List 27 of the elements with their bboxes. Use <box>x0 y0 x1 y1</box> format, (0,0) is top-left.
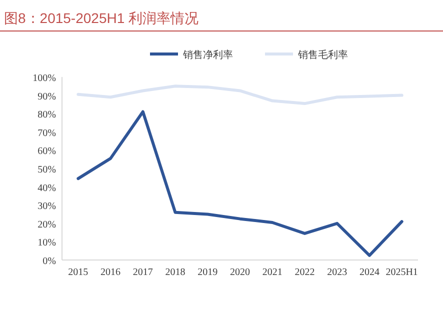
y-tick-label: 70% <box>38 128 56 139</box>
x-tick-label: 2016 <box>100 267 121 278</box>
x-tick-label: 2018 <box>165 267 186 278</box>
y-tick-label: 80% <box>38 110 56 121</box>
x-tick-label: 2023 <box>327 267 348 278</box>
y-tick-label: 50% <box>38 164 56 176</box>
x-tick-label: 2020 <box>230 267 250 278</box>
x-tick-label: 2015 <box>68 267 88 278</box>
chart-title: 图8：2015-2025H1 利润率情况 <box>4 10 199 26</box>
y-tick-label: 90% <box>38 91 56 102</box>
y-tick-label: 20% <box>38 219 56 230</box>
y-tick-label: 40% <box>38 182 56 194</box>
x-tick-label: 2021 <box>262 267 282 278</box>
x-tick-label: 2017 <box>132 267 153 278</box>
y-tick-label: 0% <box>42 256 56 267</box>
y-tick-label: 60% <box>38 146 56 158</box>
line-series <box>76 84 404 106</box>
x-tick-label: 2024 <box>359 267 380 278</box>
y-tick-label: 10% <box>38 238 56 249</box>
x-tick-label: 2019 <box>198 267 218 278</box>
y-tick-label: 100% <box>32 73 56 84</box>
legend-label: 销售毛利率 <box>297 49 348 61</box>
x-tick-label: 2025H1 <box>386 267 418 278</box>
x-tick-label: 2022 <box>294 267 315 278</box>
y-tick-label: 30% <box>38 201 56 212</box>
legend-label: 销售净利率 <box>182 49 233 61</box>
line-series <box>76 110 404 257</box>
